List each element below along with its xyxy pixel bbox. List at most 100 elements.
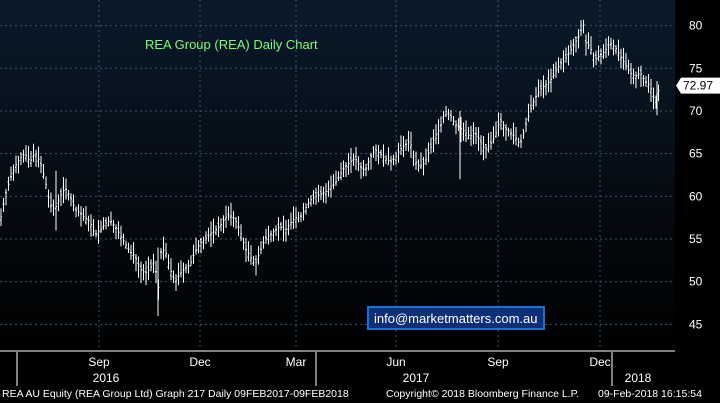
y-tick-label: 80 — [689, 19, 703, 33]
price-bar — [112, 219, 115, 233]
price-bar — [557, 57, 560, 73]
watermark[interactable]: info@marketmatters.com.au — [367, 306, 545, 330]
price-bar — [410, 131, 412, 158]
price-bar — [515, 127, 517, 146]
price-bar — [535, 87, 537, 107]
price-bar — [230, 202, 232, 226]
x-tick-label: Mar — [286, 355, 307, 369]
price-bar — [77, 204, 80, 217]
watermark-text[interactable]: info@marketmatters.com.au — [374, 311, 537, 326]
price-bar — [507, 127, 510, 137]
price-bar — [57, 194, 60, 212]
price-bar — [250, 245, 252, 265]
price-bar — [5, 188, 7, 206]
price-bar — [172, 270, 175, 284]
price-bar — [327, 180, 330, 197]
price-bar — [590, 36, 592, 55]
price-bar — [530, 95, 532, 113]
y-tick-label: 45 — [689, 317, 703, 331]
price-bar — [247, 241, 250, 262]
price-bar — [152, 253, 155, 274]
price-bar — [22, 149, 25, 163]
price-bar — [67, 190, 70, 201]
price-bar — [470, 125, 472, 146]
price-bar — [380, 149, 382, 159]
price-bar — [315, 187, 317, 205]
price-bar — [447, 108, 450, 121]
price-bar — [472, 122, 475, 145]
price-bar — [372, 145, 375, 158]
price-bar — [162, 236, 165, 261]
price-bar — [160, 247, 162, 260]
price-bar — [340, 162, 342, 180]
price-bar — [47, 189, 50, 208]
x-year-label: 2017 — [403, 371, 430, 385]
price-bar — [137, 256, 140, 278]
price-bar — [107, 216, 110, 227]
price-bar — [440, 116, 442, 133]
price-bar — [385, 155, 387, 165]
price-bar — [207, 227, 210, 242]
price-bar — [37, 146, 40, 168]
price-bar — [597, 45, 600, 62]
price-bar — [362, 159, 365, 177]
price-bar — [60, 188, 62, 206]
price-bar — [240, 224, 242, 242]
price-bar — [210, 221, 212, 248]
y-tick-label: 65 — [689, 147, 703, 161]
price-bar — [357, 156, 360, 172]
price-bar — [145, 260, 147, 286]
price-bar — [312, 189, 315, 205]
price-bar — [630, 63, 632, 85]
price-bar — [587, 32, 590, 50]
price-bar — [65, 178, 67, 200]
price-bar — [415, 151, 417, 170]
price-bar — [610, 37, 612, 50]
price-bar — [280, 221, 282, 231]
price-bar — [430, 137, 432, 154]
price-bar — [365, 163, 367, 177]
price-bar — [200, 237, 202, 254]
price-bar — [220, 218, 222, 232]
price-bar — [192, 244, 195, 264]
x-year-label: 2018 — [625, 371, 652, 385]
price-bar — [115, 224, 117, 240]
price-bar — [170, 258, 172, 281]
price-bar — [425, 148, 427, 166]
price-bar — [305, 203, 307, 215]
price-bar — [307, 198, 310, 209]
price-bar — [335, 170, 337, 186]
price-bar — [150, 259, 152, 272]
price-bar — [52, 199, 55, 216]
price-bar — [540, 80, 542, 97]
price-bar — [27, 146, 30, 168]
price-bar — [642, 75, 645, 87]
price-bar — [580, 20, 582, 36]
price-bar — [572, 38, 575, 56]
price-bar — [95, 229, 97, 238]
price-bar — [167, 254, 170, 270]
price-bar — [325, 183, 327, 204]
price-bar — [492, 126, 495, 144]
price-bar — [382, 144, 385, 167]
x-axis: Sep Dec Mar Jun Sep Dec 2016 2017 2018 — [0, 350, 675, 386]
price-bar — [217, 216, 220, 237]
price-bar — [525, 117, 527, 133]
price-bar — [175, 274, 177, 291]
price-bar — [422, 156, 425, 176]
price-bar — [517, 137, 520, 148]
price-bar — [322, 186, 325, 203]
price-bar — [32, 143, 35, 163]
price-bar — [235, 216, 237, 230]
price-bar — [177, 263, 180, 286]
price-bar — [275, 225, 277, 237]
price-bar — [390, 155, 392, 171]
price-bar — [222, 215, 225, 234]
price-bar — [565, 47, 567, 63]
price-bar — [510, 128, 512, 140]
footer-timestamp: 09-Feb-2018 16:15:54 — [598, 388, 702, 400]
price-bar — [202, 236, 205, 250]
price-bar — [122, 233, 125, 245]
price-bar — [402, 136, 405, 158]
price-bar — [360, 162, 362, 179]
